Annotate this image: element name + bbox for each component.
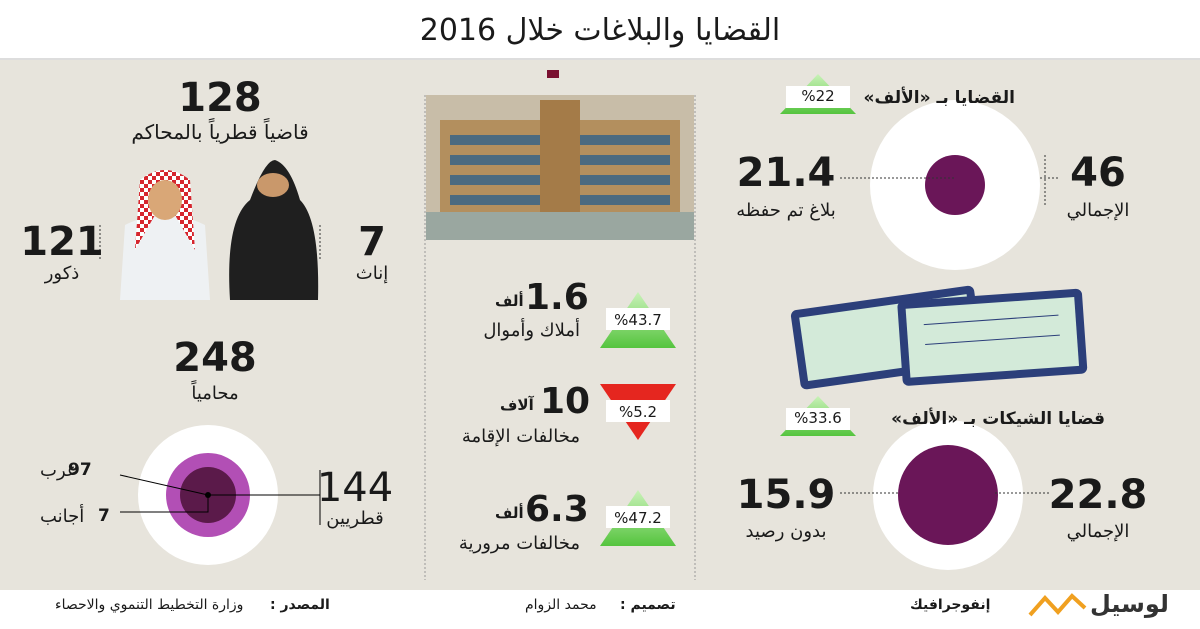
item-unit: ألف xyxy=(495,292,524,310)
cases-change: %22 xyxy=(801,87,835,105)
arabs-label: عرب xyxy=(40,460,78,481)
item-unit: ألف xyxy=(495,504,524,522)
males-value: 121 xyxy=(20,219,104,265)
section: إنفوجرافيك xyxy=(910,597,991,613)
brand: لوسيل xyxy=(1090,590,1169,618)
foreigners-label: أجانب xyxy=(40,506,85,527)
item-unit: آلاف xyxy=(500,396,534,414)
cheques-change: %33.6 xyxy=(794,409,842,427)
cases-archived-label: بلاغ تم حفظه xyxy=(736,200,836,221)
foreigners-value: 7 xyxy=(98,506,110,526)
cases-archived-value: 21.4 xyxy=(736,150,836,196)
qataris-value: 144 xyxy=(316,465,394,511)
cheques-title: قضايا الشيكات بـ «الألف» xyxy=(891,409,1105,429)
source-label: المصدر : xyxy=(270,597,330,613)
item-change: %5.2 xyxy=(618,403,658,421)
item-label: مخالفات الإقامة xyxy=(461,426,580,447)
cheques-total-label: الإجمالي xyxy=(1066,521,1130,542)
title: القضايا والبلاغات خلال 2016 xyxy=(419,13,781,48)
cheques-bounced-label: بدون رصيد xyxy=(745,521,827,542)
change-badge: %5.2 xyxy=(600,384,676,440)
change-badge: %47.2 xyxy=(600,490,676,546)
item-label: أملاك وأموال xyxy=(483,320,580,341)
cheques-bounced-value: 15.9 xyxy=(736,472,836,518)
change-badge: %33.6 xyxy=(780,396,856,436)
design-label: تصميم : xyxy=(620,597,676,613)
item-change: %43.7 xyxy=(614,311,662,329)
cases-total-value: 46 xyxy=(1070,150,1126,196)
source: وزارة التخطيط التنموي والاحصاء xyxy=(55,597,244,613)
item-change: %47.2 xyxy=(614,509,662,527)
change-badge: %43.7 xyxy=(600,292,676,348)
females-value: 7 xyxy=(358,219,386,265)
item-value: 10 xyxy=(540,381,591,422)
lawyers-value: 248 xyxy=(173,335,257,381)
qataris-label: قطريين xyxy=(326,508,384,529)
judges-label: قاضياً قطرياً بالمحاكم xyxy=(131,120,309,144)
cheques-total-value: 22.8 xyxy=(1048,472,1148,518)
females-label: إناث xyxy=(355,263,389,284)
males-label: ذكور xyxy=(44,263,80,284)
lawyers-label: محامياً xyxy=(191,383,239,404)
arabs-value: 97 xyxy=(68,460,92,480)
item-value: 1.6 xyxy=(525,277,589,318)
item-value: 6.3 xyxy=(525,489,589,530)
designer: محمد الزوام xyxy=(525,597,597,613)
item-label: مخالفات مرورية xyxy=(458,533,580,554)
cases-title: القضايا بـ «الألف» xyxy=(863,88,1015,108)
change-badge: %22 xyxy=(780,74,856,114)
cases-total-label: الإجمالي xyxy=(1066,200,1130,221)
judges-value: 128 xyxy=(178,75,262,121)
